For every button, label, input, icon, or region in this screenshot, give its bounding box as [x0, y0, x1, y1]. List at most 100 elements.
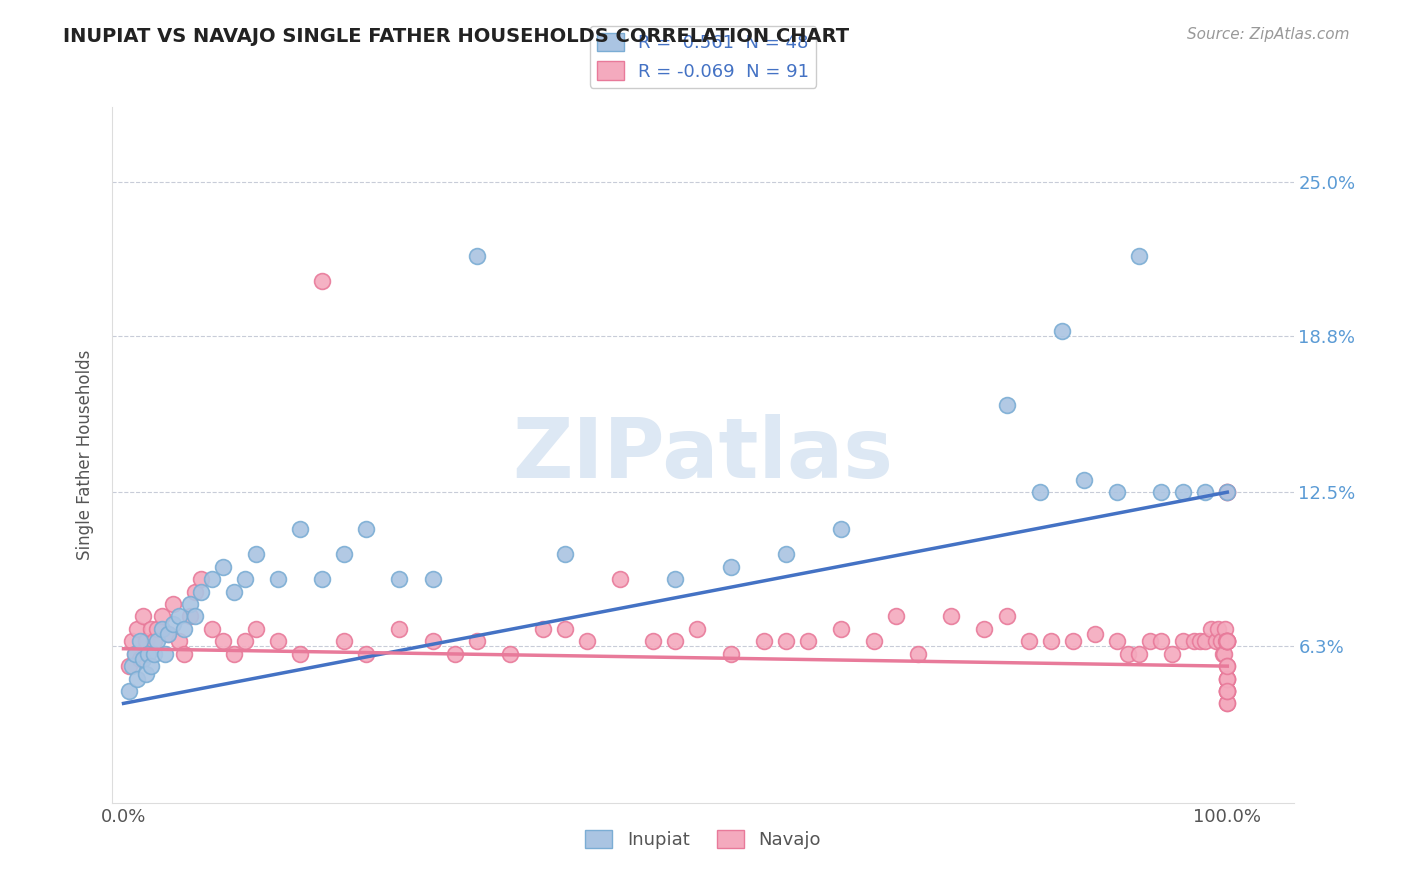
Point — [139, 659, 162, 673]
Point — [179, 609, 201, 624]
Point — [995, 609, 1018, 624]
Point — [145, 634, 167, 648]
Point — [143, 647, 166, 661]
Point — [1161, 647, 1184, 661]
Point — [162, 616, 184, 631]
Point — [333, 547, 356, 561]
Point — [973, 622, 995, 636]
Point — [1216, 684, 1239, 698]
Point — [1216, 697, 1239, 711]
Point — [1018, 634, 1040, 648]
Point — [222, 584, 245, 599]
Point — [1194, 634, 1216, 648]
Point — [179, 597, 201, 611]
Point — [132, 609, 155, 624]
Point — [1182, 634, 1205, 648]
Point — [125, 622, 148, 636]
Point — [554, 547, 576, 561]
Point — [907, 647, 929, 661]
Point — [129, 634, 152, 648]
Y-axis label: Single Father Households: Single Father Households — [76, 350, 94, 560]
Point — [830, 523, 852, 537]
Point — [643, 634, 665, 648]
Point — [1171, 634, 1194, 648]
Point — [422, 572, 444, 586]
Point — [311, 572, 333, 586]
Point — [212, 634, 235, 648]
Point — [1216, 485, 1239, 500]
Point — [156, 627, 179, 641]
Point — [233, 572, 256, 586]
Point — [1105, 485, 1128, 500]
Point — [1216, 684, 1239, 698]
Point — [1128, 647, 1150, 661]
Point — [132, 651, 155, 665]
Point — [1212, 647, 1234, 661]
Point — [1213, 647, 1236, 661]
Point — [499, 647, 522, 661]
Point — [664, 634, 686, 648]
Point — [775, 547, 797, 561]
Point — [797, 634, 820, 648]
Point — [184, 584, 207, 599]
Point — [167, 634, 190, 648]
Point — [554, 622, 576, 636]
Point — [356, 647, 378, 661]
Point — [201, 572, 224, 586]
Point — [121, 659, 143, 673]
Point — [1216, 672, 1239, 686]
Point — [1216, 485, 1239, 500]
Point — [1216, 697, 1239, 711]
Point — [1205, 634, 1227, 648]
Point — [139, 622, 162, 636]
Point — [752, 634, 775, 648]
Point — [136, 647, 159, 661]
Point — [288, 523, 311, 537]
Point — [720, 559, 742, 574]
Text: Source: ZipAtlas.com: Source: ZipAtlas.com — [1187, 27, 1350, 42]
Point — [288, 647, 311, 661]
Point — [245, 547, 267, 561]
Point — [129, 651, 152, 665]
Point — [1062, 634, 1084, 648]
Point — [941, 609, 963, 624]
Point — [267, 572, 290, 586]
Point — [775, 634, 797, 648]
Point — [145, 622, 167, 636]
Point — [135, 666, 157, 681]
Point — [1216, 684, 1239, 698]
Point — [1216, 634, 1239, 648]
Point — [1216, 634, 1239, 648]
Point — [1194, 485, 1216, 500]
Point — [1216, 672, 1239, 686]
Point — [190, 572, 212, 586]
Point — [155, 647, 177, 661]
Point — [267, 634, 290, 648]
Point — [443, 647, 465, 661]
Point — [1216, 684, 1239, 698]
Point — [124, 647, 146, 661]
Point — [1039, 634, 1062, 648]
Point — [150, 609, 173, 624]
Point — [162, 597, 184, 611]
Point — [167, 609, 190, 624]
Point — [1150, 485, 1173, 500]
Point — [1216, 634, 1239, 648]
Point — [150, 622, 173, 636]
Point — [465, 249, 488, 263]
Point — [135, 634, 157, 648]
Point — [143, 634, 166, 648]
Point — [1028, 485, 1050, 500]
Point — [1171, 485, 1194, 500]
Point — [1216, 634, 1239, 648]
Point — [121, 634, 143, 648]
Point — [1213, 622, 1236, 636]
Point — [124, 647, 146, 661]
Point — [201, 622, 224, 636]
Point — [1216, 672, 1239, 686]
Point — [609, 572, 631, 586]
Point — [1139, 634, 1161, 648]
Point — [173, 647, 195, 661]
Point — [245, 622, 267, 636]
Point — [1215, 634, 1237, 648]
